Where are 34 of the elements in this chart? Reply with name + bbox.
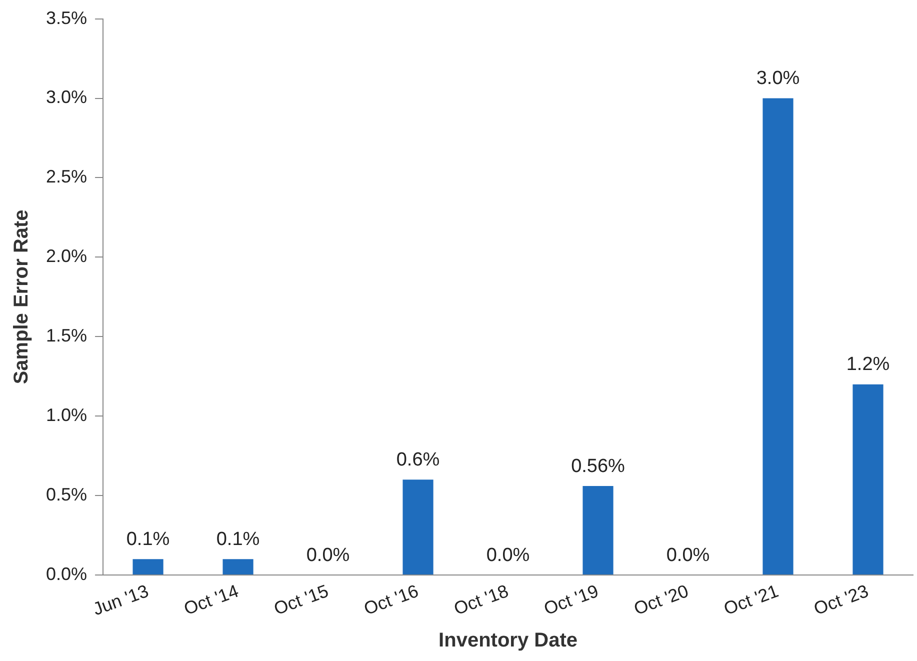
x-tick-label: Oct '14 — [181, 580, 242, 619]
bar — [762, 98, 794, 575]
data-label: 0.6% — [396, 449, 440, 470]
y-tick-label: 1.0% — [46, 405, 88, 426]
y-tick-label: 1.5% — [46, 326, 88, 346]
x-tick-label: Jun '13 — [90, 580, 152, 620]
y-tick-label: 3.0% — [46, 87, 88, 108]
data-label: 0.56% — [571, 456, 626, 477]
y-tick-label: 0.0% — [46, 564, 88, 584]
y-axis-title: Sample Error Rate — [10, 210, 33, 384]
x-tick-label: Oct '19 — [541, 580, 602, 619]
data-label: 0.1% — [126, 528, 170, 550]
data-label: 0.0% — [486, 544, 530, 566]
y-tick-label: 0.5% — [46, 484, 88, 505]
x-tick-label: Oct '16 — [361, 580, 422, 619]
x-tick-label: Oct '15 — [271, 580, 332, 619]
x-tick-label: Oct '20 — [631, 580, 692, 619]
x-tick-label: Oct '23 — [811, 580, 872, 619]
data-label: 1.2% — [846, 354, 890, 376]
data-label: 3.0% — [756, 68, 800, 89]
bar — [222, 559, 254, 575]
data-label: 0.0% — [306, 544, 350, 566]
bar — [402, 480, 434, 575]
x-tick-label: Oct '18 — [451, 580, 512, 619]
y-tick-label: 3.5% — [46, 8, 88, 28]
data-label: 0.0% — [666, 544, 710, 566]
data-label: 0.1% — [216, 528, 260, 550]
x-axis-title: Inventory Date — [438, 630, 578, 652]
y-tick-label: 2.0% — [46, 246, 88, 266]
bar — [582, 486, 614, 575]
y-tick-label: 2.5% — [46, 166, 88, 187]
x-tick-label: Oct '21 — [721, 580, 782, 619]
bar — [852, 384, 884, 575]
bar — [132, 559, 164, 575]
